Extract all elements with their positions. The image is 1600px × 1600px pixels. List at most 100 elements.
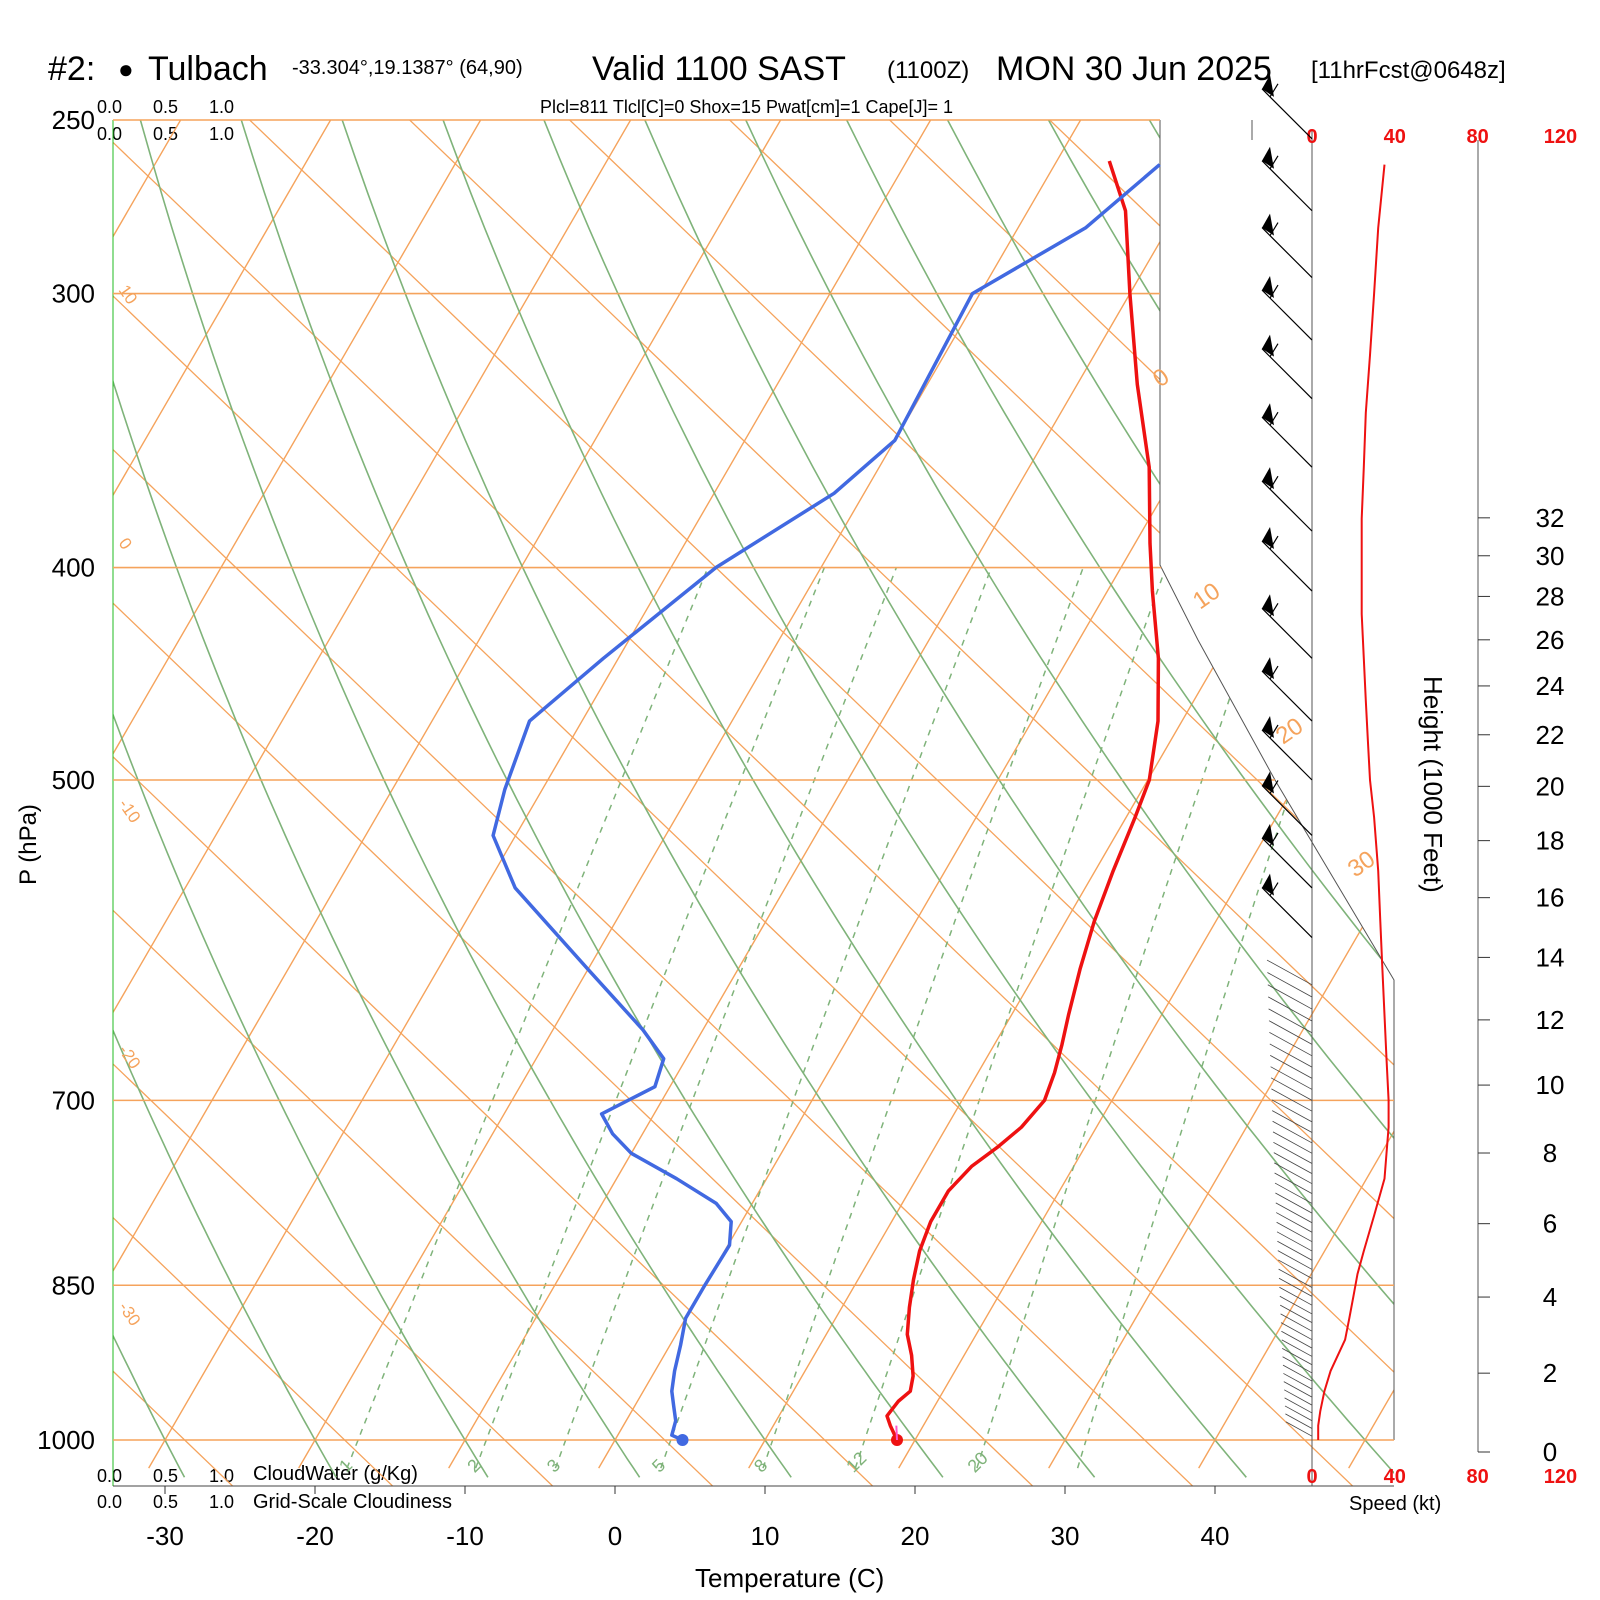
height-tick-label: 30: [1536, 541, 1565, 571]
cloudiness-scale-bottom-2: 1.0: [209, 1492, 234, 1512]
diagonal-line: [113, 120, 1034, 1486]
wind-barb-icon: [1277, 1250, 1313, 1270]
height-tick-label: 24: [1536, 671, 1565, 701]
wind-barb-icon: [1278, 1268, 1313, 1288]
dry-adiabat-line: [543, 120, 1394, 1478]
wind-barb-icon: [1284, 1397, 1313, 1414]
diagonal-line: [113, 120, 554, 1486]
isotherm-line: [1048, 120, 1394, 1469]
cloudwater-scale-top-2: 1.0: [209, 97, 234, 117]
height-tick-label: 0: [1543, 1437, 1557, 1467]
diagonal-line: [152, 120, 1394, 1486]
wind-barb-icon: [1269, 1032, 1313, 1057]
y-tick-label: 500: [52, 765, 95, 795]
wind-barb-icon: [1282, 1356, 1313, 1374]
wind-barb-icon: [1268, 1008, 1313, 1034]
station-name: Tulbach: [148, 50, 268, 88]
y-tick-label: 300: [52, 279, 95, 309]
x-tick-label: 20: [901, 1521, 930, 1551]
wind-barb-icon: [1281, 1339, 1313, 1357]
x-tick-label: 0: [608, 1521, 622, 1551]
mixing-ratio-line: [474, 567, 826, 1469]
height-tick-label: 26: [1536, 625, 1565, 655]
wind-barb-icon: [1261, 74, 1313, 140]
diagonal-line: [113, 120, 394, 1486]
wind-barb-icon: [1283, 1373, 1313, 1390]
wind-barb-icon: [1271, 1088, 1313, 1112]
dry-adiabat-line: [113, 120, 489, 1478]
cloudiness-scale-bottom-0: 0.0: [97, 1492, 122, 1512]
wind-barb-icon: [1275, 1202, 1313, 1224]
isotherm-line: [0, 120, 31, 1468]
wind-barb-icon: [1261, 403, 1313, 468]
isotherm-line: [898, 120, 1394, 1469]
height-tick-label: 4: [1543, 1282, 1557, 1312]
wind-barb-icon: [1276, 1231, 1313, 1252]
isotherm-line: [448, 120, 1232, 1469]
cloudwater-scale-top-0: 0.0: [97, 97, 122, 117]
y-tick-label: 1000: [37, 1425, 95, 1455]
wind-barb-icon: [1268, 996, 1313, 1022]
isotherm-line: [113, 120, 632, 1469]
valid-time: Valid 1100 SAST: [592, 50, 846, 88]
wind-barb-icon: [1278, 1277, 1313, 1297]
speed-tick-top: 40: [1384, 126, 1406, 148]
isotherm-line: [298, 120, 1082, 1469]
height-tick-label: 22: [1536, 720, 1565, 750]
speed-tick-bottom: 0: [1306, 1466, 1317, 1488]
wind-barb-icon: [1280, 1313, 1313, 1332]
x-tick-label: -20: [296, 1521, 334, 1551]
cloudwater-scale-bottom-1: 0.5: [153, 1466, 178, 1486]
speed-axis-title: Speed (kt): [1349, 1493, 1441, 1515]
dry-adiabat-line: [139, 120, 792, 1478]
wind-barb-icon: [1285, 1413, 1313, 1429]
dry-adiabat-line: [1148, 120, 1394, 1478]
wind-barb-icon: [1261, 467, 1313, 532]
x-tick-label: 40: [1201, 1521, 1230, 1551]
isotherm-line: [113, 120, 482, 1469]
dry-adiabat-line: [113, 120, 337, 1478]
cloudiness-scale-bottom-1: 0.5: [153, 1492, 178, 1512]
wind-barb-icon: [1272, 1131, 1313, 1154]
diagram-right-edge: [1159, 120, 1395, 1440]
speed-tick-top: 0: [1306, 126, 1317, 148]
wind-barb-icon: [1261, 213, 1313, 279]
wind-barb-icon: [1270, 1077, 1313, 1101]
x-axis-title: Temperature (C): [695, 1563, 884, 1593]
mixing-ratio-line: [660, 567, 993, 1469]
mixing-ratio-label: 3: [543, 1455, 564, 1476]
isotherm-line: [148, 120, 932, 1469]
wind-barb-icon: [1280, 1322, 1313, 1341]
dewpoint-line: [491, 163, 1161, 1442]
isotherm-label: 0: [1148, 363, 1174, 393]
wind-barb-icon: [1275, 1192, 1313, 1214]
wind-barb-icon: [1261, 657, 1313, 722]
isotherm-label: 30: [1343, 845, 1380, 882]
mixing-ratio-label: 8: [750, 1455, 771, 1476]
temperature-line: [885, 160, 1161, 1441]
dry-adiabat-line: [745, 120, 1394, 1478]
diagonal-line: [113, 120, 1354, 1486]
height-tick-label: 10: [1536, 1070, 1565, 1100]
height-tick-label: 28: [1536, 581, 1565, 611]
mixing-ratio-line: [346, 567, 709, 1469]
wind-barb-icon: [1276, 1212, 1313, 1233]
zulu-time: (1100Z): [887, 57, 969, 84]
dry-adiabat-line: [113, 120, 641, 1478]
y-tick-label: 700: [52, 1085, 95, 1115]
y-tick-label: 400: [52, 553, 95, 583]
dry-adiabat-line: [113, 120, 186, 1478]
diagonal-line: [113, 120, 1194, 1486]
height-tick-label: 6: [1543, 1209, 1557, 1239]
cloudiness-scale-top-0: 0.0: [97, 124, 122, 144]
mixing-ratio-line: [1076, 567, 1365, 1469]
x-tick-label: 10: [751, 1521, 780, 1551]
dry-adiabat-line: [442, 120, 1247, 1478]
wind-barb-icon: [1274, 1182, 1313, 1204]
wind-barb-icon: [1274, 1162, 1313, 1185]
wind-barb-icon: [1271, 1099, 1313, 1123]
wind-barb-icon: [1261, 873, 1313, 939]
